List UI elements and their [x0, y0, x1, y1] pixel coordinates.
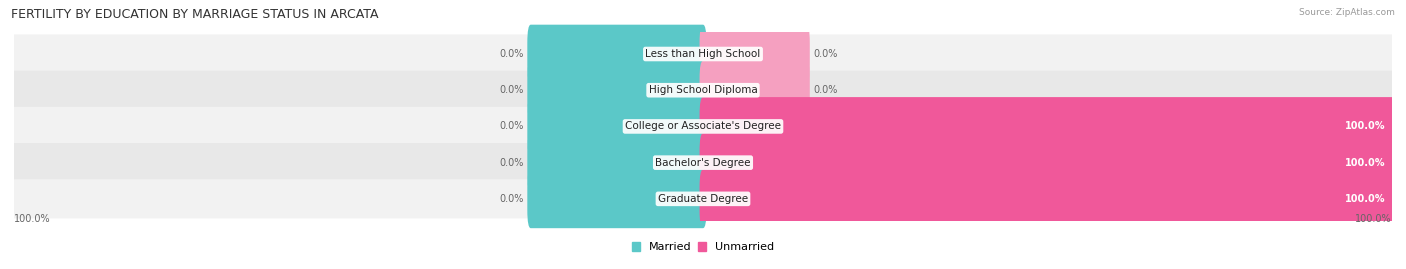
Text: 100.0%: 100.0%	[1344, 158, 1385, 168]
FancyBboxPatch shape	[700, 133, 1395, 192]
Legend: Married, Unmarried: Married, Unmarried	[627, 237, 779, 256]
Text: 0.0%: 0.0%	[499, 121, 524, 132]
Text: 0.0%: 0.0%	[499, 49, 524, 59]
FancyBboxPatch shape	[527, 25, 706, 83]
FancyBboxPatch shape	[14, 107, 1392, 146]
FancyBboxPatch shape	[527, 169, 706, 228]
Text: Source: ZipAtlas.com: Source: ZipAtlas.com	[1299, 8, 1395, 17]
FancyBboxPatch shape	[14, 179, 1392, 218]
Text: FERTILITY BY EDUCATION BY MARRIAGE STATUS IN ARCATA: FERTILITY BY EDUCATION BY MARRIAGE STATU…	[11, 8, 378, 21]
Text: 100.0%: 100.0%	[1355, 214, 1392, 224]
FancyBboxPatch shape	[527, 133, 706, 192]
Text: 0.0%: 0.0%	[499, 158, 524, 168]
FancyBboxPatch shape	[14, 34, 1392, 73]
FancyBboxPatch shape	[14, 71, 1392, 110]
Text: 0.0%: 0.0%	[813, 49, 838, 59]
FancyBboxPatch shape	[527, 97, 706, 156]
Text: Graduate Degree: Graduate Degree	[658, 194, 748, 204]
Text: 0.0%: 0.0%	[499, 194, 524, 204]
FancyBboxPatch shape	[527, 61, 706, 119]
FancyBboxPatch shape	[700, 97, 1395, 156]
Text: 100.0%: 100.0%	[1344, 121, 1385, 132]
FancyBboxPatch shape	[700, 61, 810, 119]
Text: Less than High School: Less than High School	[645, 49, 761, 59]
Text: High School Diploma: High School Diploma	[648, 85, 758, 95]
Text: College or Associate's Degree: College or Associate's Degree	[626, 121, 780, 132]
Text: 0.0%: 0.0%	[499, 85, 524, 95]
Text: 100.0%: 100.0%	[14, 214, 51, 224]
Text: Bachelor's Degree: Bachelor's Degree	[655, 158, 751, 168]
Text: 100.0%: 100.0%	[1344, 194, 1385, 204]
FancyBboxPatch shape	[700, 25, 810, 83]
FancyBboxPatch shape	[14, 143, 1392, 182]
FancyBboxPatch shape	[700, 169, 1395, 228]
Text: 0.0%: 0.0%	[813, 85, 838, 95]
